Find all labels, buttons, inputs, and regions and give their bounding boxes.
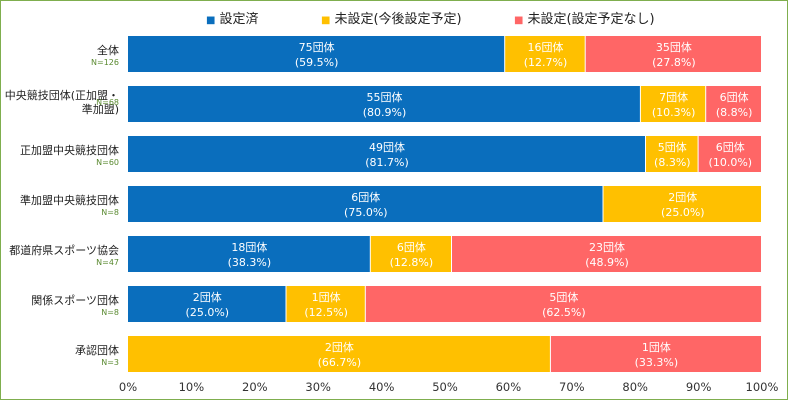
bar-percent-label-5-1: (12.5%) <box>304 306 348 319</box>
bar-percent-label-1-1: (10.3%) <box>652 106 696 119</box>
x-tick-label-7: 70% <box>559 380 585 394</box>
category-label-1-1: 準加盟) <box>82 102 119 116</box>
bar-count-label-1-2: 6団体 <box>720 90 749 104</box>
bar-percent-label-6-2: (33.3%) <box>635 356 679 369</box>
category-n-label-0: N=126 <box>91 58 119 67</box>
bar-count-label-6-1: 2団体 <box>325 340 354 354</box>
bar-count-label-3-1: 2団体 <box>668 190 697 204</box>
bar-segment-4-2 <box>452 236 761 272</box>
bar-count-label-0-0: 75団体 <box>299 40 335 54</box>
bar-segment-1-1 <box>640 86 706 122</box>
bar-count-label-5-0: 2団体 <box>193 290 222 304</box>
bar-count-label-5-2: 5団体 <box>549 290 578 304</box>
bar-percent-label-3-1: (25.0%) <box>661 206 705 219</box>
category-n-label-5: N=8 <box>101 308 119 317</box>
bar-segment-5-0 <box>128 286 286 322</box>
bar-segment-3-0 <box>128 186 603 222</box>
bar-count-label-4-2: 23団体 <box>589 240 625 254</box>
bar-segment-3-1 <box>603 186 761 222</box>
legend: ■ 設定済 ■ 未設定(今後設定予定) ■ 未設定(設定予定なし) <box>206 11 655 27</box>
bar-count-label-2-1: 5団体 <box>658 140 687 154</box>
category-label-4-0: 都道府県スポーツ協会 <box>9 243 119 257</box>
bar-count-label-2-0: 49団体 <box>369 140 405 154</box>
legend-marker-1: ■ <box>321 15 330 26</box>
legend-label-1: 未設定(今後設定予定) <box>334 11 461 27</box>
x-tick-label-3: 30% <box>305 380 331 394</box>
x-tick-label-6: 60% <box>496 380 522 394</box>
bar-count-label-4-1: 6団体 <box>397 240 426 254</box>
bar-percent-label-4-0: (38.3%) <box>228 256 272 269</box>
bar-segment-1-0 <box>128 86 640 122</box>
bar-percent-label-6-1: (66.7%) <box>318 356 362 369</box>
bar-segment-5-2 <box>365 286 762 322</box>
x-tick-label-2: 20% <box>242 380 268 394</box>
category-n-label-3: N=8 <box>101 208 119 217</box>
bar-segment-5-1 <box>286 286 365 322</box>
legend-marker-2: ■ <box>514 15 523 26</box>
bar-percent-label-3-0: (75.0%) <box>344 206 388 219</box>
x-tick-label-8: 80% <box>622 380 648 394</box>
x-tick-label-5: 50% <box>432 380 458 394</box>
bar-segment-4-0 <box>128 236 370 272</box>
bar-percent-label-5-0: (25.0%) <box>186 306 230 319</box>
legend-item-1: ■ 未設定(今後設定予定) <box>321 11 462 27</box>
bar-segment-1-2 <box>706 86 761 122</box>
bar-segment-2-1 <box>646 136 698 172</box>
bar-percent-label-2-2: (10.0%) <box>709 156 753 169</box>
bar-segment-0-2 <box>585 36 761 72</box>
bar-segment-2-0 <box>128 136 645 172</box>
category-label-3-0: 準加盟中央競技団体 <box>20 193 119 207</box>
x-tick-label-1: 10% <box>179 380 205 394</box>
bar-percent-label-1-2: (8.8%) <box>716 106 753 119</box>
legend-marker-0: ■ <box>206 15 215 26</box>
bar-percent-label-0-2: (27.8%) <box>652 56 696 69</box>
x-axis: 0% 10% 20% 30% 40% 50% 60% 70% 80% 90% 100% <box>119 380 779 394</box>
x-tick-label-0: 0% <box>119 380 137 394</box>
bar-percent-label-0-1: (12.7%) <box>524 56 568 69</box>
category-n-label-2: N=60 <box>96 158 119 167</box>
category-label-0-0: 全体 <box>97 43 119 57</box>
bar-count-label-1-0: 55団体 <box>367 90 403 104</box>
bar-count-label-0-2: 35団体 <box>656 40 692 54</box>
category-label-6-0: 承認団体 <box>75 343 119 357</box>
bar-percent-label-2-1: (8.3%) <box>654 156 691 169</box>
bar-percent-label-1-0: (80.9%) <box>363 106 407 119</box>
bar-segment-4-1 <box>370 236 451 272</box>
bar-count-label-3-0: 6団体 <box>351 190 380 204</box>
x-tick-label-9: 90% <box>686 380 712 394</box>
bar-segment-2-2 <box>698 136 761 172</box>
bar-percent-label-2-0: (81.7%) <box>365 156 409 169</box>
x-tick-label-4: 40% <box>369 380 395 394</box>
legend-label-2: 未設定(設定予定なし) <box>527 11 654 27</box>
category-n-label-4: N=47 <box>96 258 119 267</box>
bar-percent-label-5-2: (62.5%) <box>542 306 586 319</box>
legend-item-2: ■ 未設定(設定予定なし) <box>514 11 655 27</box>
category-n-label-1: N=68 <box>96 98 119 107</box>
bar-count-label-1-1: 7団体 <box>659 90 688 104</box>
category-label-5-0: 関係スポーツ団体 <box>31 293 119 307</box>
legend-label-0: 設定済 <box>219 11 258 27</box>
x-tick-label-10: 100% <box>746 380 779 394</box>
bar-count-label-5-1: 1団体 <box>312 290 341 304</box>
bar-segment-0-0 <box>128 36 505 72</box>
bar-segment-6-2 <box>550 336 761 372</box>
category-label-1-0: 中央競技団体(正加盟・ <box>5 88 119 102</box>
bar-segment-6-1 <box>128 336 550 372</box>
legend-item-0: ■ 設定済 <box>206 11 258 27</box>
bar-percent-label-0-0: (59.5%) <box>295 56 339 69</box>
category-label-2-0: 正加盟中央競技団体 <box>20 143 119 157</box>
bar-percent-label-4-1: (12.8%) <box>390 256 434 269</box>
bars: 75団体 (59.5%) 16団体 (12.7%) 35団体 (27.8%) 55団体 (80… <box>128 36 762 372</box>
category-n-label-6: N=3 <box>101 358 119 367</box>
bar-segment-0-1 <box>505 36 585 72</box>
bar-count-label-2-2: 6団体 <box>716 140 745 154</box>
bar-percent-label-4-2: (48.9%) <box>585 256 629 269</box>
bar-count-label-0-1: 16団体 <box>528 40 564 54</box>
bar-count-label-6-2: 1団体 <box>642 340 671 354</box>
bar-count-label-4-0: 18団体 <box>231 240 267 254</box>
